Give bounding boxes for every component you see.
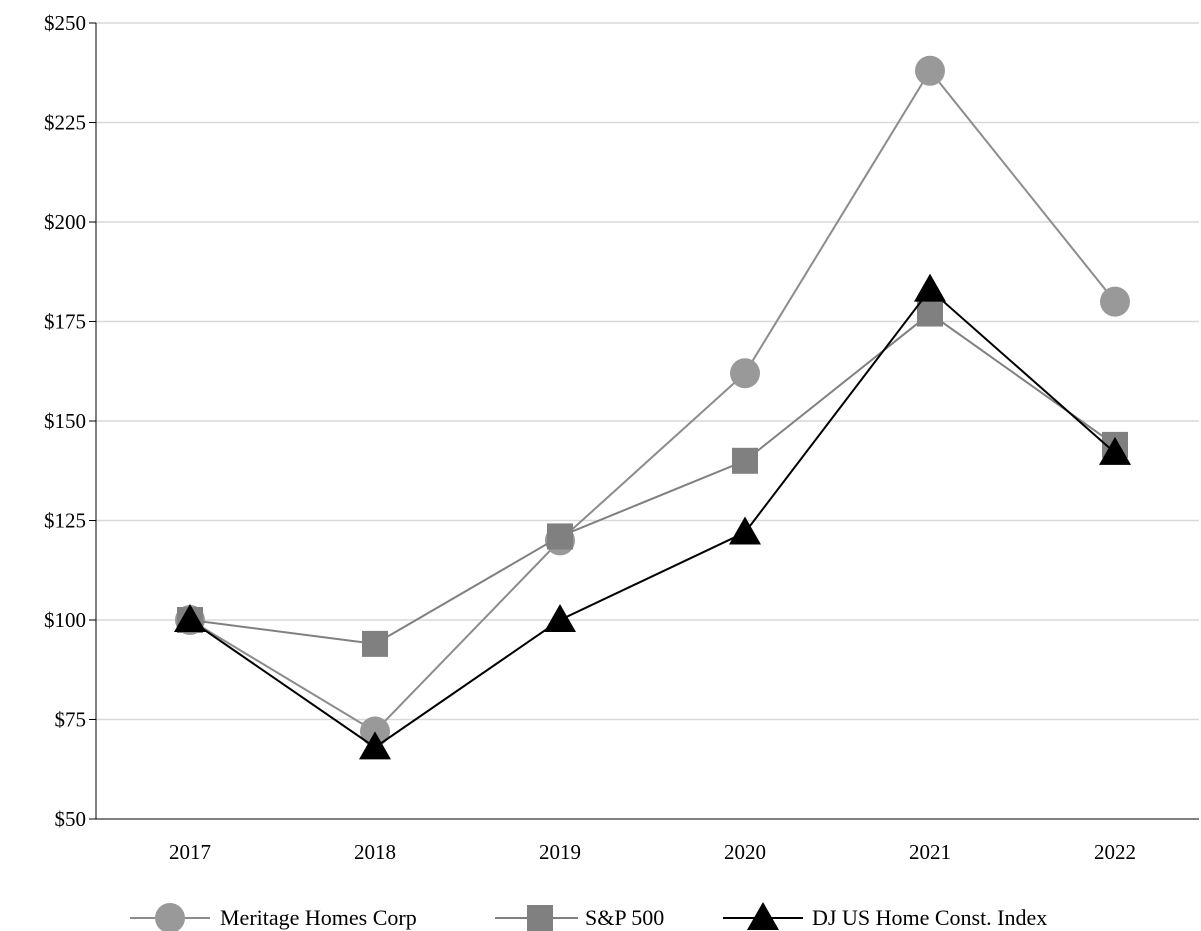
data-point-triangle — [174, 604, 206, 632]
data-point-square — [362, 630, 388, 657]
data-point-square — [547, 523, 573, 550]
series-line — [189, 288, 1116, 749]
data-point-triangle — [729, 516, 761, 545]
legend-label: DJ US Home Const. Index — [812, 905, 1047, 930]
y-tick-label: $150 — [44, 409, 86, 433]
data-point-circle — [1100, 286, 1130, 317]
series-line — [189, 312, 1116, 645]
x-tick-label: 2022 — [1094, 840, 1136, 864]
y-tick-label: $175 — [44, 310, 86, 334]
series-line — [189, 69, 1116, 733]
legend-item: S&P 500 — [495, 905, 664, 931]
data-point-triangle — [914, 273, 946, 302]
data-point-square — [917, 300, 943, 327]
series-2 — [174, 273, 1131, 760]
y-tick-label: $250 — [44, 11, 86, 35]
x-axis-ticks: 2017 2018 2019 2020 2021 2022 — [169, 840, 1136, 864]
x-tick-label: 2018 — [354, 840, 396, 864]
legend-label: Meritage Homes Corp — [220, 905, 417, 930]
data-point-circle — [730, 358, 760, 389]
legend-marker-circle — [155, 903, 185, 931]
series-1 — [177, 300, 1128, 657]
y-axis-ticks: $50 $75 $100 $125 $150 $175 $200 $225 $250 — [44, 11, 96, 831]
legend-marker-square — [527, 905, 553, 931]
y-tick-label: $200 — [44, 210, 86, 234]
legend: Meritage Homes Corp S&P 500 DJ US Home Con… — [130, 902, 1047, 931]
data-point-triangle — [544, 604, 576, 632]
y-tick-label: $50 — [55, 807, 87, 831]
y-tick-label: $225 — [44, 111, 86, 135]
data-point-triangle — [1099, 436, 1131, 465]
x-tick-label: 2017 — [169, 840, 211, 864]
x-tick-label: 2020 — [724, 840, 766, 864]
data-point-triangle — [359, 731, 391, 760]
y-tick-label: $75 — [55, 708, 87, 732]
x-tick-label: 2019 — [539, 840, 581, 864]
gridlines — [96, 22, 1199, 721]
data-point-square — [732, 447, 758, 474]
x-tick-label: 2021 — [909, 840, 951, 864]
legend-item: DJ US Home Const. Index — [723, 902, 1047, 930]
legend-marker-triangle — [747, 902, 779, 930]
data-point-circle — [915, 55, 945, 86]
y-tick-label: $100 — [44, 608, 86, 632]
y-tick-label: $125 — [44, 509, 86, 533]
series-group — [174, 55, 1131, 760]
legend-label: S&P 500 — [585, 905, 664, 930]
legend-item: Meritage Homes Corp — [130, 903, 417, 931]
series-0 — [175, 55, 1130, 747]
